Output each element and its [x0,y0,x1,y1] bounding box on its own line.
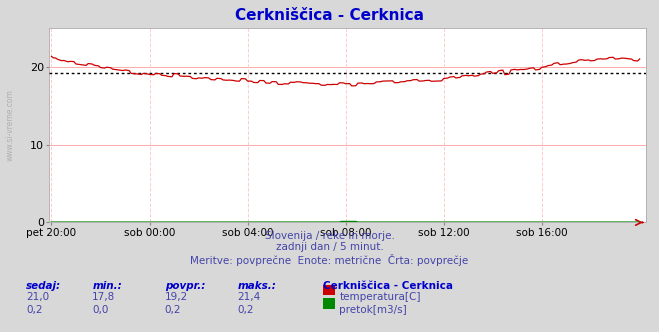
Text: povpr.:: povpr.: [165,281,205,290]
Text: 21,4: 21,4 [237,292,260,302]
Text: 0,0: 0,0 [92,305,109,315]
Text: zadnji dan / 5 minut.: zadnji dan / 5 minut. [275,242,384,252]
Text: 0,2: 0,2 [165,305,181,315]
Text: 19,2: 19,2 [165,292,188,302]
Text: maks.:: maks.: [237,281,276,290]
Text: min.:: min.: [92,281,122,290]
Text: www.si-vreme.com: www.si-vreme.com [6,89,15,161]
Text: temperatura[C]: temperatura[C] [339,292,421,302]
Text: Slovenija / reke in morje.: Slovenija / reke in morje. [264,231,395,241]
Text: sedaj:: sedaj: [26,281,61,290]
Text: Cerkniščica - Cerknica: Cerkniščica - Cerknica [235,8,424,23]
Text: Meritve: povprečne  Enote: metrične  Črta: povprečje: Meritve: povprečne Enote: metrične Črta:… [190,254,469,266]
Text: 17,8: 17,8 [92,292,115,302]
Text: 0,2: 0,2 [237,305,254,315]
Text: pretok[m3/s]: pretok[m3/s] [339,305,407,315]
Text: Cerkniščica - Cerknica: Cerkniščica - Cerknica [323,281,453,290]
Text: 21,0: 21,0 [26,292,49,302]
Text: 0,2: 0,2 [26,305,43,315]
